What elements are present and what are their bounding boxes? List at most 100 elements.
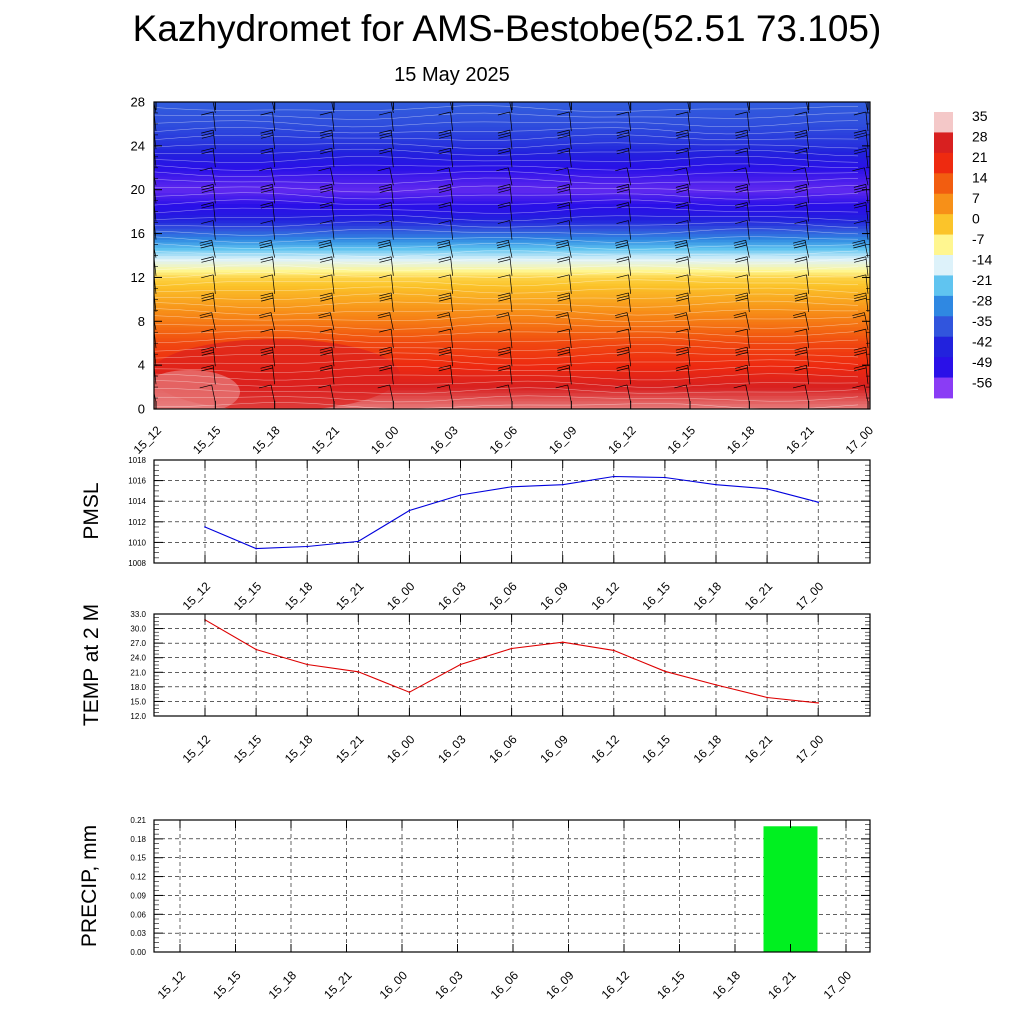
wind-barb-staff (272, 202, 276, 222)
wind-barb-staff (687, 256, 691, 276)
wind-barb-flag (140, 168, 152, 171)
wind-barb-flag (497, 147, 510, 152)
wind-barb-flag (854, 134, 867, 139)
x-tick-label: 16_15 (640, 579, 674, 613)
heatmap-cell (154, 285, 870, 289)
wind-barb-flag (795, 134, 808, 139)
wind-barb-flag (792, 167, 806, 172)
wind-barb-flag (259, 314, 272, 319)
wind-barb-flag (735, 346, 748, 351)
wind-barb-staff (628, 148, 632, 168)
wind-barb-flag (498, 352, 511, 356)
wind-barb-staff (212, 329, 216, 349)
wind-barb-flag (261, 352, 274, 356)
x-tick-label: 16_03 (435, 732, 469, 766)
wind-barb-staff (687, 220, 691, 240)
wind-barb-flag (498, 189, 511, 193)
wind-barb-flag (201, 295, 214, 299)
contour-line (154, 250, 859, 257)
wind-barb-flag (201, 349, 214, 354)
wind-barb-flag (556, 95, 568, 98)
wind-barb-flag (794, 364, 807, 369)
x-tick-label: 16_00 (384, 732, 418, 766)
wind-barb-flag (201, 189, 214, 193)
contour-line (154, 293, 859, 301)
x-tick-label: 17_00 (793, 579, 827, 613)
wind-barb-flag (142, 347, 154, 350)
heatmap-cell (154, 378, 870, 383)
wind-barb-staff (865, 184, 869, 204)
wind-barb-staff (212, 148, 216, 168)
wind-barb-flag (377, 239, 390, 244)
wind-barb-flag (201, 204, 214, 209)
contour-line (154, 330, 859, 337)
wind-barb-staff (568, 292, 572, 313)
wind-barb-staff (806, 111, 810, 132)
wind-barb-flag (260, 220, 273, 224)
wind-barb-flag (676, 132, 689, 137)
colorbar-cell (934, 152, 953, 174)
wind-barb-staff (330, 384, 335, 403)
colorbar-label: 35 (972, 108, 988, 124)
wind-barb-flag (675, 98, 687, 101)
wind-barb-staff (746, 274, 750, 294)
heatmap-cell (154, 354, 870, 358)
heatmap-cell (154, 189, 870, 194)
colorbar-label: -7 (972, 231, 985, 247)
wind-barb-staff (686, 167, 691, 186)
wind-barb-flag (675, 256, 688, 261)
wind-barb-staff (628, 102, 632, 114)
wind-barb-flag (795, 352, 808, 356)
wind-barb-flag (735, 292, 748, 297)
wind-barb-flag (260, 367, 273, 372)
wind-barb-flag (377, 312, 390, 316)
page-subtitle: 15 May 2025 (394, 64, 510, 86)
wind-barb-flag (498, 132, 511, 137)
colorbar-labels: 35 28 21 14 7 0 -7 -14 -21 -28 -35 -42 -49 -56 (972, 108, 992, 391)
colorbar-label: -35 (972, 313, 992, 329)
wind-barb-flag (615, 314, 628, 319)
x-tick-label: 15_21 (333, 579, 367, 613)
x-tick-label: 16_18 (691, 732, 725, 766)
wind-barb-flag (616, 202, 629, 206)
wind-barb-flag (497, 111, 510, 116)
wind-barb-flag (617, 189, 630, 193)
wind-barb-flag (794, 202, 807, 206)
wind-barb-staff (212, 220, 216, 240)
wind-barb-flag (379, 364, 392, 369)
wind-barb-staff (330, 240, 335, 258)
wind-barb-flag (735, 259, 748, 263)
series-point (664, 670, 666, 673)
wind-barb-flag (201, 364, 214, 369)
wind-barb-flag (201, 186, 214, 191)
wind-barb-flag (794, 259, 807, 263)
wind-barb-flag (154, 297, 155, 299)
wind-barb-flag (735, 184, 748, 188)
wind-barb-flag (201, 129, 214, 134)
wind-barb-flag (379, 346, 392, 351)
wind-barb-staff (568, 130, 572, 150)
wind-barb-flag (260, 98, 272, 101)
wind-barb-staff (331, 130, 335, 150)
wind-barb-flag (496, 95, 508, 98)
heatmap-y-tick-label: 8 (138, 314, 145, 329)
wind-barb-staff (390, 292, 394, 313)
wind-barb-staff (804, 240, 810, 258)
heatmap-x-tick-label: 15_21 (309, 423, 343, 457)
wind-barb-flag (557, 150, 570, 155)
wind-barb-staff (628, 111, 632, 132)
wind-barb-flag (674, 384, 687, 389)
heatmap-x-tick-label: 17_00 (843, 423, 877, 457)
wind-barb-flag (854, 297, 867, 302)
x-tick-label: 15_15 (210, 968, 244, 1002)
wind-barb-flag (854, 349, 867, 354)
wind-barb-flag (733, 384, 746, 389)
wind-barb-staff (686, 240, 691, 258)
wind-barb-flag (319, 256, 332, 261)
wind-barb-flag (154, 352, 155, 353)
wind-barb-flag (557, 274, 570, 279)
wind-barb-flag (853, 256, 866, 261)
heatmap-cell (154, 140, 870, 144)
wind-barb-flag (498, 150, 511, 155)
wind-barb-staff (864, 240, 869, 258)
